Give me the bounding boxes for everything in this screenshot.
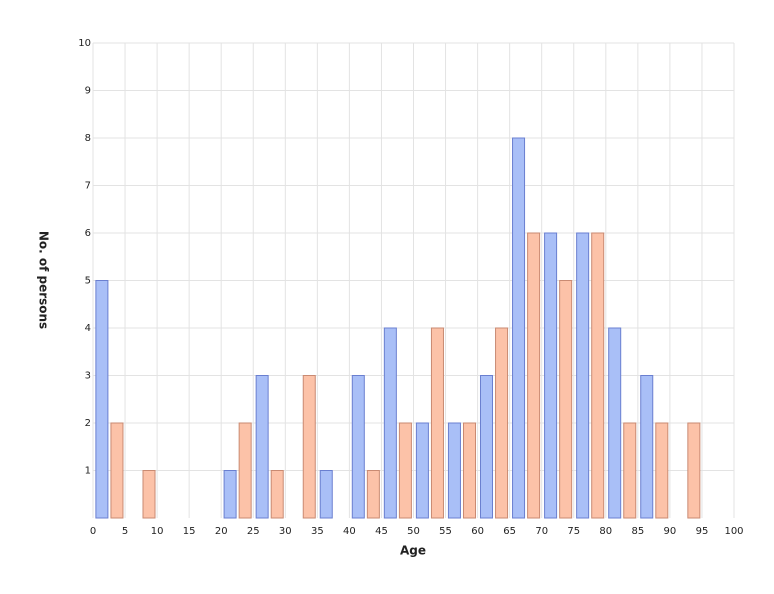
- y-tick-label: 10: [78, 38, 91, 49]
- x-tick-label: 40: [343, 526, 356, 537]
- bar: [223, 470, 237, 519]
- y-tick-label: 3: [85, 371, 91, 382]
- bar: [655, 422, 669, 519]
- y-tick-label: 8: [85, 133, 91, 144]
- bar: [398, 422, 412, 519]
- x-tick-label: 15: [183, 526, 196, 537]
- bar: [270, 470, 284, 519]
- y-axis-title: No. of persons: [37, 231, 51, 329]
- x-tick-label: 50: [407, 526, 420, 537]
- y-tick-label: 4: [85, 323, 91, 334]
- y-tick-label: 9: [85, 86, 91, 97]
- bar: [544, 232, 558, 519]
- bar: [576, 232, 590, 519]
- x-tick-label: 90: [664, 526, 677, 537]
- x-tick-label: 70: [535, 526, 548, 537]
- bar: [591, 232, 605, 519]
- x-tick-label: 80: [599, 526, 612, 537]
- bar: [383, 327, 397, 519]
- bar: [559, 280, 573, 519]
- x-tick-label: 5: [122, 526, 128, 537]
- x-tick-label: 60: [471, 526, 484, 537]
- bar: [527, 232, 541, 519]
- bar: [687, 422, 701, 519]
- x-tick-label: 20: [215, 526, 228, 537]
- x-tick-label: 35: [311, 526, 324, 537]
- x-tick-label: 30: [279, 526, 292, 537]
- y-tick-label: 2: [85, 418, 91, 429]
- bar: [462, 422, 477, 519]
- bar: [238, 422, 252, 519]
- bar: [608, 327, 622, 519]
- bar: [110, 422, 124, 519]
- bar: [430, 327, 444, 519]
- x-tick-label: 100: [724, 526, 743, 537]
- y-tick-label: 6: [85, 228, 91, 239]
- x-tick-label: 85: [631, 526, 644, 537]
- bar: [142, 470, 156, 519]
- x-tick-label: 25: [247, 526, 260, 537]
- x-tick-label: 0: [90, 526, 96, 537]
- x-axis-title: Age: [400, 544, 426, 558]
- x-tick-label: 75: [567, 526, 580, 537]
- x-tick-label: 55: [439, 526, 452, 537]
- bar: [95, 280, 109, 519]
- bar: [255, 375, 269, 519]
- bar: [623, 422, 637, 519]
- y-tick-label: 7: [85, 181, 91, 192]
- bar: [447, 422, 461, 519]
- bar: [479, 375, 494, 519]
- x-tick-label: 65: [503, 526, 516, 537]
- y-tick-label: 5: [85, 276, 91, 287]
- bar: [302, 375, 316, 519]
- x-tick-label: 10: [151, 526, 164, 537]
- bar: [351, 375, 365, 519]
- bar: [640, 375, 654, 519]
- bar: [319, 470, 333, 519]
- y-tick-label: 1: [85, 466, 91, 477]
- bar: [512, 137, 526, 519]
- bar: [495, 327, 509, 519]
- bar: [366, 470, 380, 519]
- x-tick-label: 45: [375, 526, 388, 537]
- bar: [415, 422, 429, 519]
- x-tick-label: 95: [696, 526, 709, 537]
